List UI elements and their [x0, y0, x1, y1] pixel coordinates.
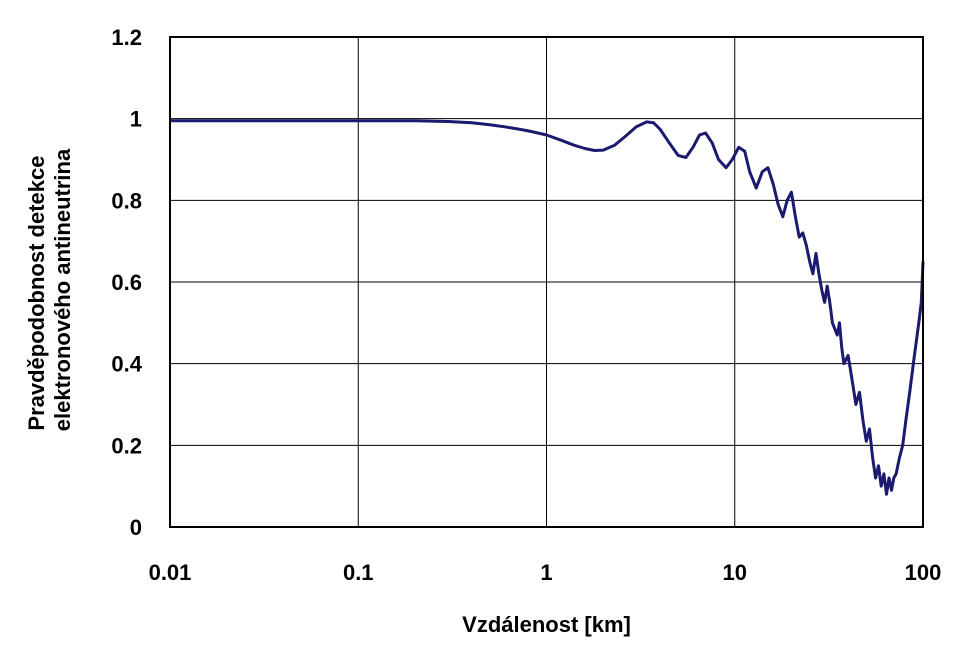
x-tick-label: 0.01: [149, 560, 192, 585]
y-tick-label: 1.2: [111, 25, 142, 50]
x-tick-label: 100: [905, 560, 942, 585]
y-axis-title-line-2: elektronového antineutrina: [50, 148, 75, 431]
y-tick-label: 0.6: [111, 270, 142, 295]
x-tick-label: 10: [723, 560, 747, 585]
y-tick-label: 0.2: [111, 433, 142, 458]
grid-lines: [169, 36, 924, 528]
plot-frame: [169, 36, 924, 528]
y-tick-label: 1: [130, 107, 142, 132]
series-line: [170, 119, 925, 496]
y-tick-label: 0.4: [111, 352, 142, 377]
x-tick-label: 0.1: [343, 560, 374, 585]
x-tick-label: 1: [540, 560, 552, 585]
y-tick-labels: 0 0.2 0.4 0.6 0.8 1 1.2: [111, 25, 142, 540]
x-tick-labels: 0.01 0.1 1 10 100: [149, 560, 942, 585]
y-axis-title-line-1: Pravděpodobnost detekce: [24, 156, 49, 431]
y-axis-title: Pravděpodobnost detekce elektronového an…: [24, 148, 75, 431]
y-tick-label: 0.8: [111, 188, 142, 213]
y-tick-label: 0: [130, 515, 142, 540]
x-axis-title: Vzdálenost [km]: [462, 612, 631, 637]
